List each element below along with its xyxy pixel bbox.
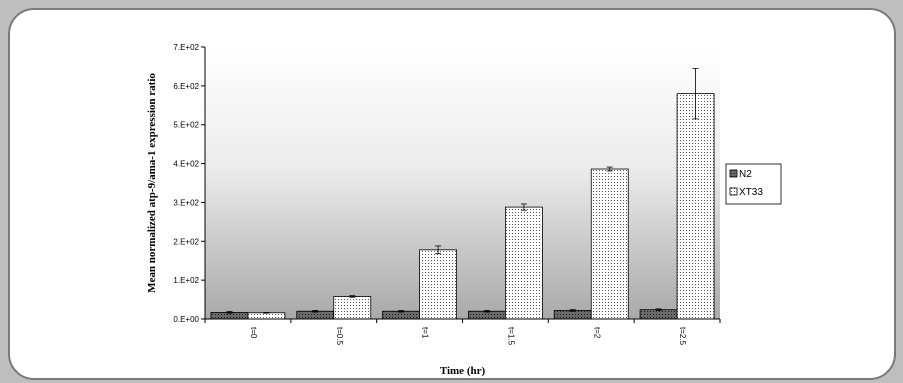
error-bar-xt33-2 xyxy=(435,245,442,255)
bar-n2-4 xyxy=(553,310,592,320)
bar-chart: 0.E+00 1.E+02 2.E+02 3.E+02 4.E+02 5.E+02 6.E+… xyxy=(146,43,782,377)
bar-n2-5 xyxy=(639,309,678,320)
legend-swatch-xt33 xyxy=(729,187,738,196)
error-bar-n2-4 xyxy=(569,309,576,312)
x-axis-label: Time (hr) xyxy=(440,365,486,377)
bar-xt33-3 xyxy=(505,206,543,320)
error-bar-xt33-1 xyxy=(349,295,356,298)
y-tick-label: 5.E+02 xyxy=(173,121,199,130)
error-bar-n2-3 xyxy=(483,310,490,313)
legend-label-n2: N2 xyxy=(739,169,752,180)
y-tick-label: 2.E+02 xyxy=(173,237,199,246)
error-bar-n2-0 xyxy=(226,311,233,314)
x-tick-label: t=1 xyxy=(421,327,430,339)
y-tick-label: 6.E+02 xyxy=(173,82,199,91)
error-bar-xt33-4 xyxy=(606,166,613,172)
chart-frame: 0.E+00 1.E+02 2.E+02 3.E+02 4.E+02 5.E+02 6.E+… xyxy=(8,8,896,380)
bar-xt33-4 xyxy=(590,168,629,320)
bar-xt33-1 xyxy=(333,296,372,320)
error-bar-n2-5 xyxy=(655,308,662,311)
x-tick-label: t=2.5 xyxy=(678,327,687,346)
y-tick-label: 0.E+00 xyxy=(173,315,199,324)
error-bar-n2-2 xyxy=(398,310,405,313)
legend-swatch-n2 xyxy=(729,169,738,178)
plot-area xyxy=(205,47,720,319)
bar-xt33-5 xyxy=(676,93,715,320)
x-tick-label: t=0 xyxy=(249,327,258,339)
y-tick-label: 1.E+02 xyxy=(173,276,199,285)
bar-xt33-2 xyxy=(419,249,457,320)
legend-label-xt33: XT33 xyxy=(739,187,763,198)
y-tick-label: 7.E+02 xyxy=(173,43,199,52)
y-axis-label: Mean normalized atp-9/ama-1 expression r… xyxy=(146,73,158,293)
x-tick-label: t=1.5 xyxy=(506,327,515,346)
legend: N2 XT33 xyxy=(725,163,782,205)
x-tick-label: t=0.5 xyxy=(335,327,344,346)
error-bar-xt33-5 xyxy=(692,67,699,120)
y-tick-label: 3.E+02 xyxy=(173,198,199,207)
error-bar-xt33-3 xyxy=(520,203,527,211)
x-tick-label: t=2 xyxy=(592,327,601,339)
y-tick-label: 4.E+02 xyxy=(173,160,199,169)
bar-xt33-0 xyxy=(247,312,286,320)
error-bar-xt33-0 xyxy=(263,311,270,314)
error-bar-n2-1 xyxy=(312,310,319,313)
